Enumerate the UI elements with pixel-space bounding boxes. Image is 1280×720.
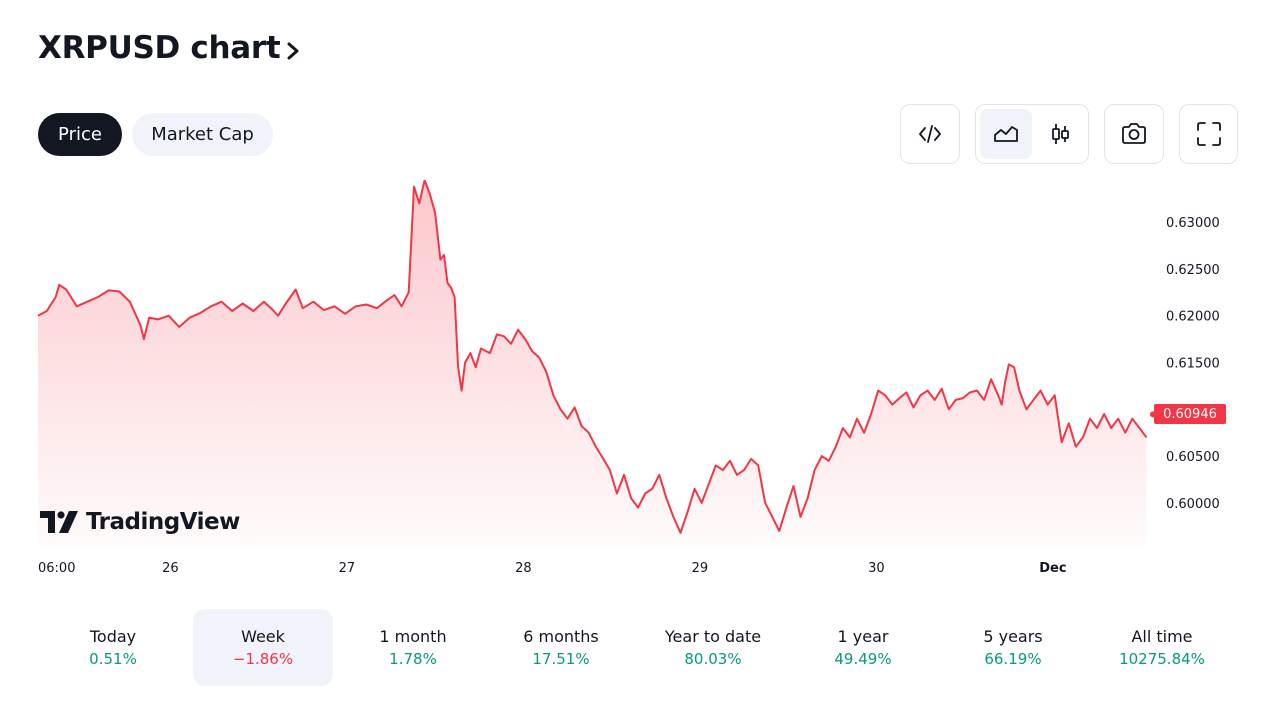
period-label: 1 year (837, 627, 889, 646)
period-6-months[interactable]: 6 months 17.51% (491, 609, 631, 686)
period-label: 5 years (983, 627, 1043, 646)
embed-button[interactable] (900, 104, 960, 164)
x-tick-label: 27 (339, 561, 356, 576)
x-tick-label: Dec (1039, 561, 1066, 576)
period-change: −1.86% (232, 650, 294, 668)
market-cap-tab[interactable]: Market Cap (132, 113, 273, 156)
last-price-label: 0.60946 (1154, 404, 1226, 425)
price-tab[interactable]: Price (38, 113, 122, 156)
y-tick-label: 0.60000 (1166, 497, 1220, 512)
area-chart-button[interactable] (980, 109, 1032, 159)
candlestick-chart-button[interactable] (1034, 109, 1086, 159)
period-change: 66.19% (984, 650, 1042, 668)
y-axis: 0.63000 0.62500 0.62000 0.61500 0.60500 0.600… (1166, 216, 1220, 512)
period-label: Week (241, 627, 285, 646)
period-label: Today (89, 627, 137, 646)
x-tick-label: 06:00 (38, 561, 75, 576)
period-1-year[interactable]: 1 year 49.49% (793, 609, 933, 686)
page-title: XRPUSD chart (38, 30, 281, 66)
period-all-time[interactable]: All time 10275.84% (1092, 609, 1232, 686)
candlestick-icon (1052, 124, 1069, 144)
chart-title-link[interactable]: XRPUSD chart (38, 30, 300, 66)
period-week[interactable]: Week −1.86% (193, 609, 333, 686)
period-5-years[interactable]: 5 years 66.19% (943, 609, 1083, 686)
y-tick-label: 0.60500 (1166, 450, 1220, 465)
period-change: 49.49% (834, 650, 892, 668)
x-tick-label: 26 (162, 561, 179, 576)
y-tick-label: 0.63000 (1166, 216, 1220, 231)
period-today[interactable]: Today 0.51% (43, 609, 183, 686)
price-area-fill (38, 180, 1147, 545)
y-tick-label: 0.62500 (1166, 263, 1220, 278)
period-label: Year to date (664, 627, 762, 646)
tradingview-logo-icon (40, 511, 78, 533)
price-chart[interactable]: 0.63000 0.62500 0.62000 0.61500 0.60500 0.600… (0, 180, 1280, 590)
code-icon (919, 125, 941, 143)
fullscreen-button[interactable] (1179, 104, 1238, 164)
x-tick-label: 30 (868, 561, 885, 576)
period-change: 10275.84% (1119, 650, 1205, 668)
period-year-to-date[interactable]: Year to date 80.03% (643, 609, 783, 686)
price-line (37, 180, 1148, 534)
tradingview-logo[interactable]: TradingView (40, 509, 240, 535)
period-change: 80.03% (684, 650, 742, 668)
period-label: 6 months (523, 627, 599, 646)
x-tick-label: 28 (515, 561, 532, 576)
y-tick-label: 0.61500 (1166, 357, 1220, 372)
fullscreen-icon (1196, 122, 1221, 146)
period-selector: Today 0.51% Week −1.86% 1 month 1.78% 6 months… (38, 609, 1238, 686)
price-chart-svg: 0.63000 0.62500 0.62000 0.61500 0.60500 0.600… (37, 180, 1220, 576)
camera-icon (1122, 123, 1146, 144)
period-change: 1.78% (389, 650, 437, 668)
period-label: All time (1131, 627, 1193, 646)
snapshot-button[interactable] (1104, 104, 1164, 164)
x-axis: 06:00 26 27 28 29 30 Dec (38, 561, 1067, 576)
area-chart-icon (994, 126, 1018, 142)
chevron-right-icon (287, 42, 299, 60)
period-change: 17.51% (532, 650, 590, 668)
watermark-text: TradingView (86, 509, 240, 535)
period-1-month[interactable]: 1 month 1.78% (343, 609, 483, 686)
x-tick-label: 29 (692, 561, 709, 576)
period-change: 0.51% (89, 650, 137, 668)
y-tick-label: 0.62000 (1166, 310, 1220, 325)
period-label: 1 month (379, 627, 447, 646)
chart-type-group (975, 104, 1089, 164)
